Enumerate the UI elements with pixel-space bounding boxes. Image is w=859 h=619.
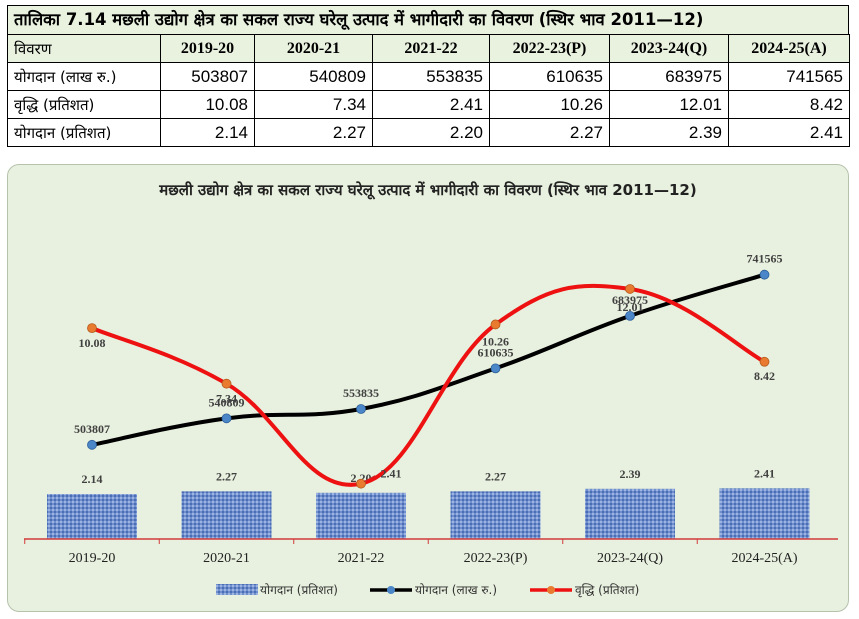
x-tick-label: 2023-24(Q) xyxy=(597,551,663,566)
amount-point xyxy=(490,363,501,374)
bar xyxy=(450,491,541,539)
bar-data-label: 2.27 xyxy=(485,469,506,483)
table-cell: 10.26 xyxy=(489,90,610,119)
series-line-growth xyxy=(91,283,766,487)
bar xyxy=(585,488,675,539)
data-table-container: तालिका 7.14 मछली उद्योग क्षेत्र का सकल र… xyxy=(7,5,850,147)
table-header-year: 2022-23(P) xyxy=(489,34,610,63)
growth-point xyxy=(356,478,366,489)
amount-data-label: 610635 xyxy=(478,345,514,359)
table-cell: 8.42 xyxy=(728,90,850,119)
amount-data-label: 553835 xyxy=(343,386,379,400)
x-tick-label: 2019-20 xyxy=(69,551,116,566)
table-cell: 2.39 xyxy=(609,118,729,147)
growth-data-label: 2.41 xyxy=(381,467,402,481)
growth-data-label: 8.42 xyxy=(754,369,775,383)
amount-point xyxy=(356,404,366,414)
amount-point xyxy=(87,439,97,450)
amount-point xyxy=(625,310,635,321)
growth-label-leader xyxy=(363,475,376,483)
legend-label: वृद्धि (प्रतिशत) xyxy=(575,583,639,598)
table-title: तालिका 7.14 मछली उद्योग क्षेत्र का सकल र… xyxy=(7,5,849,34)
table-cell: 683975 xyxy=(609,62,729,91)
amount-data-label: 683975 xyxy=(612,293,648,307)
bar-data-label: 2.39 xyxy=(620,467,641,481)
table-header-year: 2020-21 xyxy=(254,34,373,63)
table-cell: 2.27 xyxy=(254,118,373,147)
table-cell: 553835 xyxy=(372,62,490,91)
table-header-year: 2019-20 xyxy=(160,34,255,63)
row-label: योगदान (प्रतिशत) xyxy=(7,118,161,147)
legend-marker-amount xyxy=(387,586,395,594)
table-header-year: 2024-25(A) xyxy=(728,34,850,63)
table-row: योगदान (लाख रु.) 503807 540809 553835 61… xyxy=(7,62,850,91)
legend-label: योगदान (प्रतिशत) xyxy=(260,583,338,597)
table-cell: 741565 xyxy=(728,62,850,91)
table-cell: 2.41 xyxy=(372,90,490,119)
table-cell: 2.27 xyxy=(489,118,610,147)
growth-data-label: 10.26 xyxy=(482,334,509,348)
growth-point xyxy=(490,319,501,330)
table-cell: 503807 xyxy=(160,62,255,91)
bar xyxy=(719,488,810,539)
row-label: योगदान (लाख रु.) xyxy=(7,62,161,91)
growth-point xyxy=(221,378,232,389)
row-label: वृद्धि (प्रतिशत) xyxy=(7,90,161,119)
table-header-year: 2021-22 xyxy=(372,34,490,63)
growth-point xyxy=(759,356,770,367)
legend-label: योगदान (लाख रु.) xyxy=(415,583,497,597)
table-cell: 610635 xyxy=(489,62,610,91)
table-header-label: विवरण xyxy=(7,34,161,63)
bar-data-label: 2.41 xyxy=(754,466,775,480)
amount-point xyxy=(221,413,232,424)
growth-point xyxy=(625,284,635,294)
growth-data-label: 10.08 xyxy=(79,336,106,350)
x-tick-label: 2021-22 xyxy=(338,551,385,566)
amount-data-label: 741565 xyxy=(747,252,783,266)
chart-area: मछली उद्योग क्षेत्र का सकल राज्य घरेलू उ… xyxy=(7,164,849,612)
chart-title: मछली उद्योग क्षेत्र का सकल राज्य घरेलू उ… xyxy=(159,181,697,199)
bar-data-label: 2.14 xyxy=(82,472,103,486)
table-row: योगदान (प्रतिशत) 2.14 2.27 2.20 2.27 2.3… xyxy=(7,118,850,147)
table-cell: 540809 xyxy=(254,62,373,91)
table-cell: 7.34 xyxy=(254,90,373,119)
bar xyxy=(47,494,137,539)
growth-point xyxy=(87,323,97,334)
table-cell: 10.08 xyxy=(160,90,255,119)
bar-data-label: 2.27 xyxy=(216,469,237,483)
x-tick-label: 2022-23(P) xyxy=(464,551,528,566)
x-tick-label: 2024-25(A) xyxy=(731,551,797,566)
table-cell: 2.20 xyxy=(372,118,490,147)
amount-point xyxy=(759,269,770,280)
table-header-row: विवरण 2019-20 2020-21 2021-22 2022-23(P)… xyxy=(7,34,850,63)
bar xyxy=(181,491,272,539)
legend-swatch-bar xyxy=(216,584,258,595)
amount-data-label: 540809 xyxy=(209,395,245,409)
series-line-amount xyxy=(91,272,766,447)
table-header-year: 2023-24(Q) xyxy=(609,34,729,63)
growth-data-label: 7.34 xyxy=(216,392,237,406)
amount-data-label: 503807 xyxy=(74,422,110,436)
table-cell: 2.14 xyxy=(160,118,255,147)
growth-data-label: 12.01 xyxy=(617,300,644,314)
x-tick-label: 2020-21 xyxy=(203,551,250,566)
bar xyxy=(316,492,406,539)
table-cell: 2.41 xyxy=(728,118,850,147)
data-table: विवरण 2019-20 2020-21 2021-22 2022-23(P)… xyxy=(7,34,850,147)
table-cell: 12.01 xyxy=(609,90,729,119)
legend-marker-growth xyxy=(547,586,555,594)
table-row: वृद्धि (प्रतिशत) 10.08 7.34 2.41 10.26 1… xyxy=(7,90,850,119)
